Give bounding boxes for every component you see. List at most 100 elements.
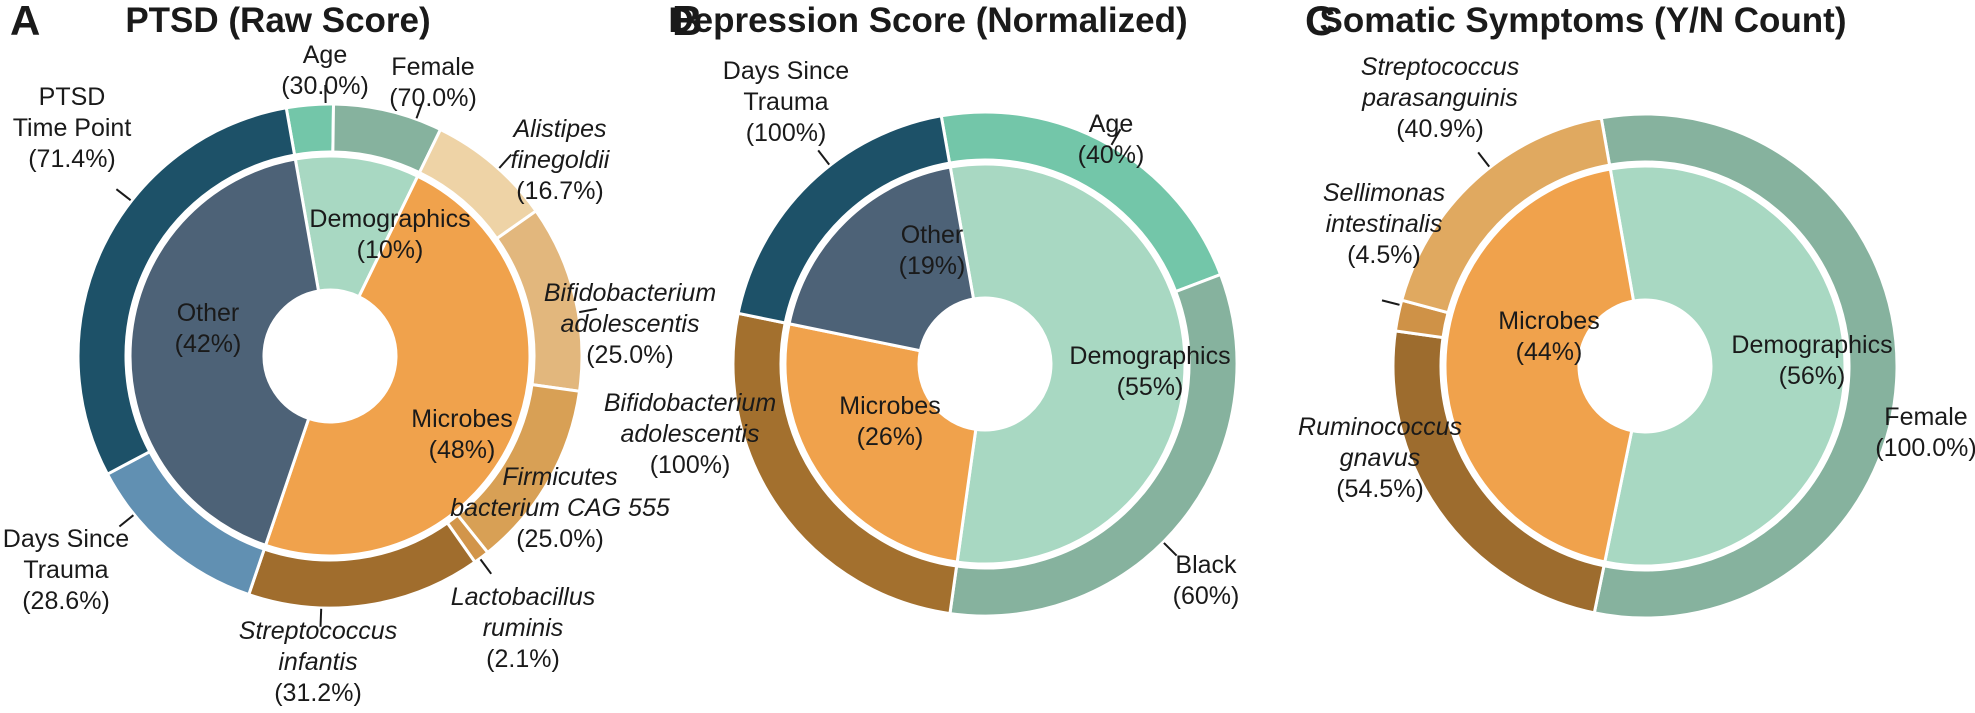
leader-line-age [1110,128,1122,146]
wedge-streptococcus-parasanguinis [1399,116,1612,315]
panel-letter-c: C [1305,0,1336,44]
label-line: parasanguinis [1362,84,1518,112]
label-line: Streptococcus [238,617,398,645]
label-other-42: Other (42%) [175,298,242,360]
label-alistipes-finegoldii-16-7: Alistipes finegoldii (16.7%) [511,114,610,207]
wedge-female [1592,112,1899,620]
label-days-since-trauma-28-6: Days Since Trauma (28.6%) [3,524,129,617]
leader-line-streptococcus [1477,151,1490,168]
label-line: Black [1175,551,1237,579]
label-firmicutes-bacterium-cag-555-25-0: Firmicutes bacterium CAG 555 (25.0%) [450,462,670,555]
label-line: intestinalis [1325,210,1443,238]
label-streptococcus-infantis-31-2: Streptococcus infantis (31.2%) [239,616,397,709]
label-line: (25.0%) [586,341,674,369]
label-line: Age [302,41,348,69]
label-line: (54.5%) [1336,475,1424,503]
label-sellimonas-intestinalis-4-5: Sellimonas intestinalis (4.5%) [1323,178,1445,271]
label-line: gnavus [1339,444,1421,472]
label-line: Microbes [1498,307,1600,335]
label-bifidobacterium-adolescentis-25-0: Bifidobacterium adolescentis (25.0%) [544,278,716,371]
label-line: (100%) [745,119,827,147]
wedge-demographics [1603,164,1847,568]
label-line: Microbes [839,392,941,420]
label-line: Trauma [743,88,829,116]
wedge-demographics [948,162,1187,566]
label-age-40: Age (40%) [1078,109,1145,171]
label-ruminococcus-gnavus-54-5: Ruminococcus gnavus (54.5%) [1298,412,1462,505]
label-line: (19%) [898,252,966,280]
panel-letter-b: B [672,0,703,44]
leader-line-sellimonas [1381,299,1400,306]
wedge-ptsd-time-point [76,106,297,477]
label-line: Female [391,53,475,81]
label-line: (100.0%) [1875,434,1975,462]
label-line: (4.5%) [1347,241,1421,269]
label-line: Lactobacillus [450,583,596,611]
leader-line-streptococcus [319,608,323,627]
wedge-microbes [1443,167,1636,564]
leader-line-days-since [118,514,135,528]
chart-title-a: PTSD (Raw Score) [125,1,431,40]
label-line: (28.6%) [22,587,110,615]
panel-letter-a: A [10,0,41,44]
label-line: (55%) [1116,373,1184,401]
label-line: bacterium CAG 555 [450,494,670,522]
label-line: (16.7%) [516,177,604,205]
label-line: (48%) [428,436,496,464]
label-line: Trauma [23,556,109,584]
label-line: Age [1088,110,1134,138]
label-line: infantis [278,648,358,676]
label-line: Ruminococcus [1298,413,1462,441]
label-line: Days Since [722,57,850,85]
label-line: (25.0%) [516,525,604,553]
label-line: (2.1%) [486,645,560,673]
wedge-microbes [783,322,978,564]
label-line: adolescentis [560,310,700,338]
wedge-other [787,165,976,353]
label-line: Female [1884,403,1968,431]
label-demographics-10: Demographics (10%) [309,204,470,266]
label-age-30-0: Age (30.0%) [281,40,369,102]
label-streptococcus-parasanguinis-40-9: Streptococcus parasanguinis (40.9%) [1361,52,1519,145]
chart-title-b: Depression Score (Normalized) [668,1,1188,40]
label-microbes-44: Microbes (44%) [1498,306,1599,368]
label-line: (40.9%) [1396,115,1484,143]
label-line: PTSD [38,83,106,111]
wedge-other [128,157,321,548]
label-days-since-trauma-100: Days Since Trauma (100%) [723,56,849,149]
label-line: (40%) [1077,141,1145,169]
label-microbes-26: Microbes (26%) [839,391,940,453]
label-line: Bifidobacterium [543,279,717,307]
leader-line-days-since [817,149,830,166]
label-line: Microbes [411,405,513,433]
label-line: adolescentis [620,420,760,448]
leader-line-lactobacillus [479,558,493,575]
label-female-100-0: Female (100.0%) [1875,402,1975,464]
label-line: (10%) [356,236,424,264]
leader-line-ptsd [115,188,132,201]
label-line: (31.2%) [274,679,362,707]
label-line: Firmicutes [502,463,618,491]
label-microbes-48: Microbes (48%) [411,404,512,466]
label-line: (42%) [174,330,242,358]
wedge-days-since-trauma [736,114,952,325]
label-bifidobacterium-adolescentis-100: Bifidobacterium adolescentis (100%) [604,388,776,481]
label-ptsd-time-point-71-4: PTSD Time Point (71.4%) [13,82,132,175]
label-line: Demographics [1069,342,1231,370]
label-line: Sellimonas [1322,179,1446,207]
label-demographics-56: Demographics (56%) [1731,330,1892,392]
label-line: (71.4%) [28,145,116,173]
label-female-70-0: Female (70.0%) [389,52,477,114]
leader-line-female [415,100,424,119]
wedge-microbes [263,174,532,558]
label-line: (56%) [1778,362,1846,390]
label-other-19: Other (19%) [899,220,966,282]
label-line: Demographics [309,205,471,233]
label-line: (100%) [649,451,731,479]
leader-line-alistipes [498,153,513,169]
label-line: (70.0%) [389,84,477,112]
label-demographics-55: Demographics (55%) [1069,341,1230,403]
label-line: ruminis [482,614,564,642]
label-line: Streptococcus [1360,53,1520,81]
